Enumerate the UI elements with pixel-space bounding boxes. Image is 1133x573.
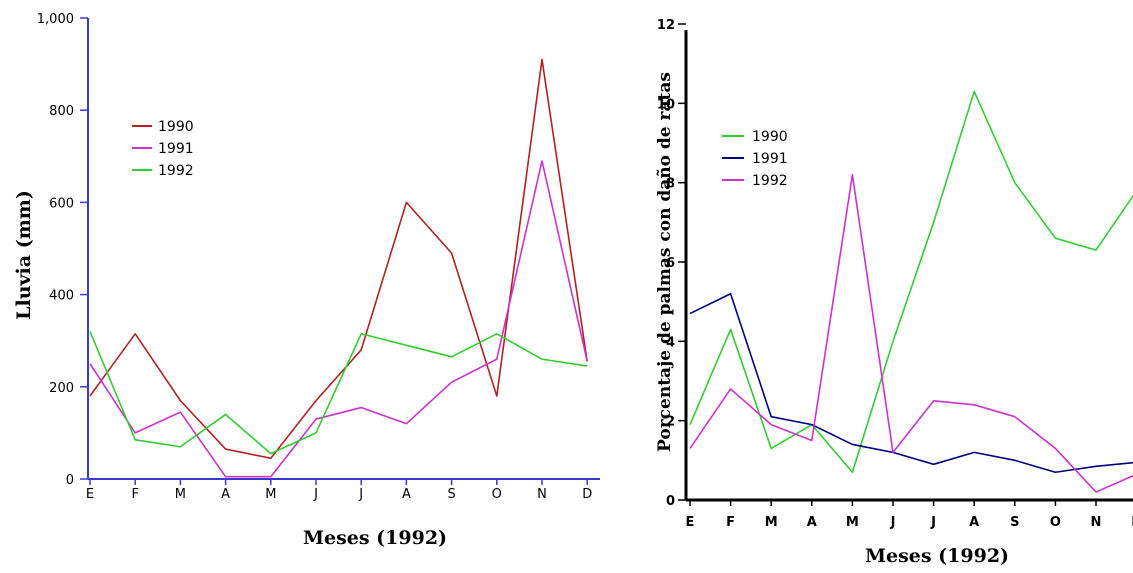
y-tick-label: 200 xyxy=(49,381,74,396)
x-axis-title: Meses (1992) xyxy=(303,527,447,549)
legend-label: 1992 xyxy=(158,163,194,179)
legend-label: 1991 xyxy=(752,151,788,167)
x-tick-label: J xyxy=(358,487,363,502)
rainfall-chart: 0 200 400 600 800 1,000 E F M A M J J A S O N D 1990 1991… xyxy=(13,12,600,549)
x-tick-label: M xyxy=(765,515,778,530)
x-tick-label: D xyxy=(1131,515,1133,530)
x-tick-label: A xyxy=(969,515,979,530)
legend-label: 1990 xyxy=(158,119,194,135)
y-tick-label: 400 xyxy=(49,289,74,304)
x-tick-label: J xyxy=(890,515,896,530)
y-tick-label: 12 xyxy=(657,18,675,33)
y-tick-label: 4 xyxy=(666,335,675,350)
series-line-1992 xyxy=(689,173,1133,493)
x-tick-label: N xyxy=(1091,515,1102,530)
x-tick-label: O xyxy=(1050,515,1061,530)
x-tick-label: E xyxy=(86,487,94,502)
x-tick-label: A xyxy=(221,487,230,502)
legend-label: 1991 xyxy=(158,141,194,157)
y-tick-label: 600 xyxy=(49,196,74,211)
y-tick-label: 2 xyxy=(666,415,675,430)
series-lines xyxy=(89,58,588,478)
y-axis-title: Porcentaje de palmas con daño de ratas xyxy=(655,72,675,452)
legend: 1990 1991 1992 xyxy=(722,129,788,189)
y-tick-label: 800 xyxy=(49,104,74,119)
x-tick-label: F xyxy=(726,515,735,530)
x-tick-label: A xyxy=(402,487,411,502)
x-tick-label: J xyxy=(930,515,936,530)
x-tick-label: F xyxy=(131,487,138,502)
rat-damage-chart: 0 2 4 6 8 10 12 E F M A M J J A S O N D 1990 1991 1992 Mese… xyxy=(655,18,1133,567)
legend-label: 1992 xyxy=(752,173,788,189)
x-tick-label: S xyxy=(447,487,455,502)
x-tick-label: A xyxy=(807,515,817,530)
series-line-1990 xyxy=(89,58,588,460)
x-tick-label: N xyxy=(537,487,547,502)
y-ticks: 0 200 400 600 800 1,000 xyxy=(37,12,88,488)
x-tick-label: M xyxy=(175,487,186,502)
series-lines xyxy=(689,90,1133,493)
x-tick-label: O xyxy=(492,487,502,502)
series-line-1992 xyxy=(89,331,588,455)
x-tick-label: J xyxy=(313,487,318,502)
x-tick-label: S xyxy=(1010,515,1019,530)
series-line-1991 xyxy=(89,160,588,478)
y-tick-label: 8 xyxy=(666,177,675,192)
x-tick-label: M xyxy=(846,515,859,530)
y-tick-label: 10 xyxy=(657,97,675,112)
y-tick-label: 1,000 xyxy=(37,12,74,27)
x-axis-title: Meses (1992) xyxy=(865,545,1009,567)
series-line-1990 xyxy=(689,90,1133,474)
x-tick-label: D xyxy=(582,487,592,502)
legend-label: 1990 xyxy=(752,129,788,145)
legend: 1990 1991 1992 xyxy=(132,119,194,179)
y-tick-label: 0 xyxy=(666,494,675,509)
x-tick-label: M xyxy=(265,487,276,502)
y-ticks: 0 2 4 6 8 10 12 xyxy=(657,18,686,509)
y-axis-title: Lluvia (mm) xyxy=(13,190,35,320)
series-line-1991 xyxy=(689,292,1133,474)
y-tick-label: 0 xyxy=(66,473,74,488)
x-tick-label: E xyxy=(686,515,695,530)
y-tick-label: 6 xyxy=(666,256,675,271)
